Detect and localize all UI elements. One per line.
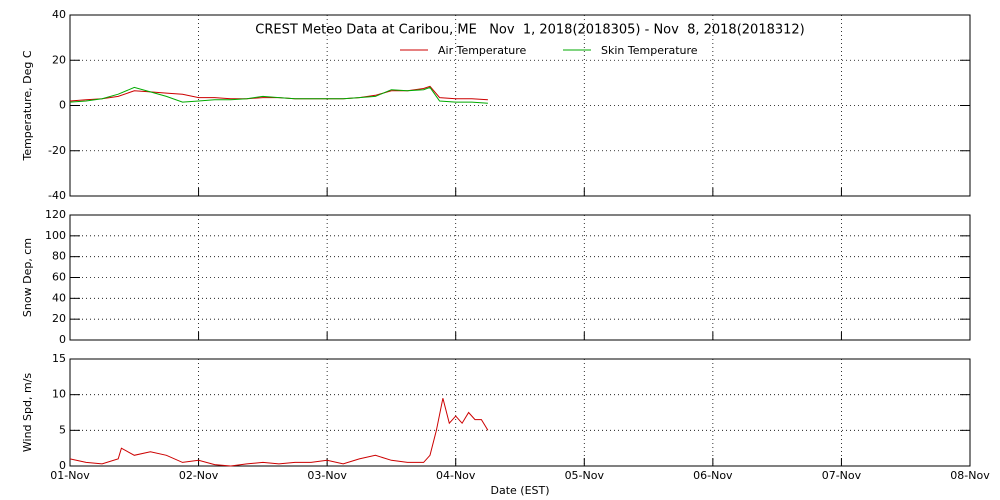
data-line [69,86,488,104]
x-axis-label: Date (EST) [490,484,549,497]
x-tick-label: 02-Nov [179,469,219,482]
legend-label: Skin Temperature [601,44,698,57]
y-axis-label: Wind Spd, m/s [21,373,34,453]
y-axis-label: Snow Dep, cm [21,238,34,317]
y-tick-label: 0 [59,459,66,472]
y-tick-label: 120 [45,208,66,221]
y-tick-label: 20 [52,312,66,325]
plot-frame [69,358,971,467]
y-tick-label: -20 [48,144,66,157]
y-tick-label: 5 [59,423,66,436]
y-tick-label: 0 [59,333,66,346]
plot-frame [69,14,971,197]
chart-title: CREST Meteo Data at Caribou, ME Nov 1, 2… [255,23,805,38]
y-tick-label: 15 [52,352,66,365]
x-tick-label: 05-Nov [565,469,605,482]
y-tick-label: 60 [52,271,66,284]
legend-label: Air Temperature [438,44,527,57]
y-tick-label: 100 [45,229,66,242]
y-tick-label: 40 [52,291,66,304]
y-tick-label: 0 [59,99,66,112]
x-tick-label: 07-Nov [822,469,862,482]
y-tick-label: 10 [52,388,66,401]
y-tick-label: 40 [52,8,66,21]
y-tick-label: 80 [52,250,66,263]
y-axis-label: Temperature, Deg C [21,50,34,161]
x-tick-label: 06-Nov [693,469,733,482]
x-tick-label: 03-Nov [307,469,347,482]
plot-frame [69,214,971,341]
data-line [69,398,489,467]
y-tick-label: 20 [52,53,66,66]
x-tick-label: 08-Nov [950,469,990,482]
x-tick-label: 01-Nov [50,469,90,482]
x-tick-label: 04-Nov [436,469,476,482]
y-tick-label: -40 [48,189,66,202]
